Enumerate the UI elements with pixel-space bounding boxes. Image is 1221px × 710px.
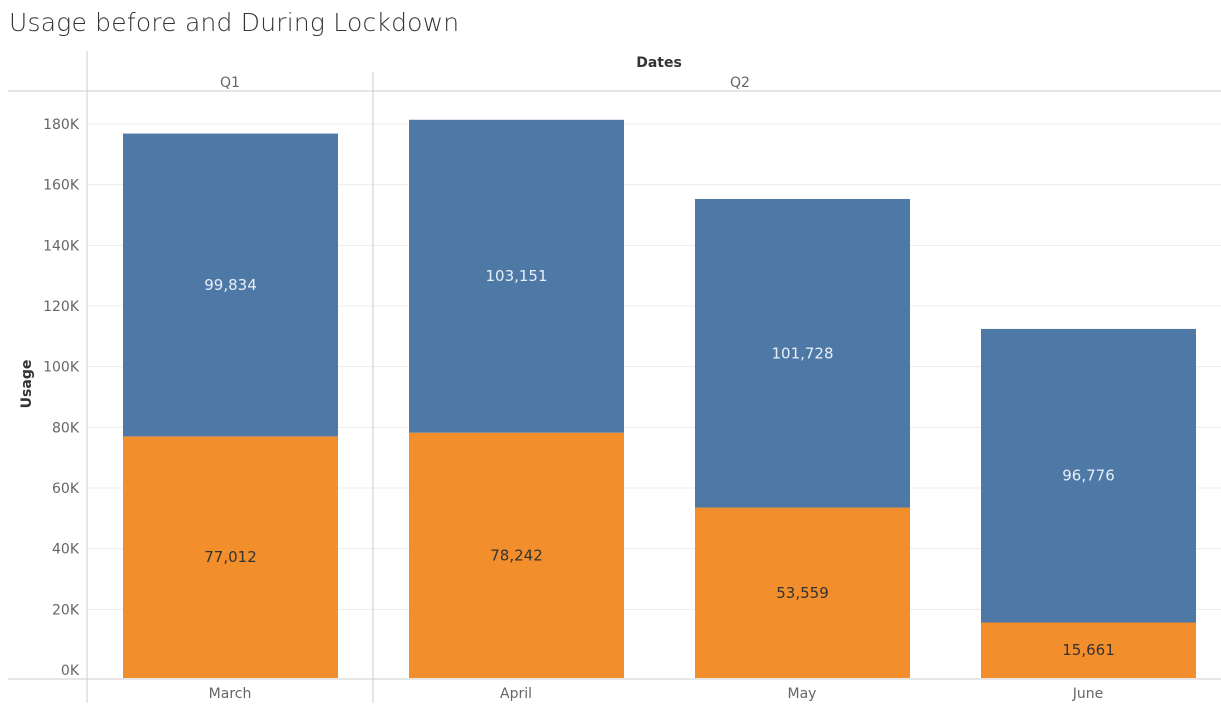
bar-segment xyxy=(981,622,1196,678)
quarter-label: Q2 xyxy=(730,75,750,91)
y-tick-label: 120K xyxy=(43,299,80,315)
chart-title: Usage before and During Lockdown xyxy=(9,8,460,37)
bar-labels: 77,012 99,834 78,242 103,151 53,559 101,728 15… xyxy=(204,267,1115,659)
bar-value-label: 78,242 xyxy=(490,546,543,564)
bar-value-label: 103,151 xyxy=(485,267,547,285)
y-axis-ticks: 0K 20K 40K 60K 80K 100K 120K 140K 160K 180K xyxy=(43,117,80,679)
x-axis-ticks: March April May June xyxy=(209,686,1104,702)
bar-segment xyxy=(409,432,624,678)
bar-segment xyxy=(123,133,338,437)
bar-segment xyxy=(123,436,338,678)
chart-frame xyxy=(8,51,1221,703)
y-tick-label: 80K xyxy=(52,420,80,436)
y-tick-label: 140K xyxy=(43,238,80,254)
y-tick-label: 180K xyxy=(43,117,80,133)
y-axis-label: Usage xyxy=(19,360,35,409)
y-tick-label: 100K xyxy=(43,360,80,376)
y-tick-label: 60K xyxy=(52,481,80,497)
bar-segment xyxy=(695,198,910,508)
quarter-headers: Q1 Q2 xyxy=(220,75,750,91)
bar-value-label: 96,776 xyxy=(1062,467,1115,485)
x-tick-label: May xyxy=(788,686,817,702)
y-tick-label: 160K xyxy=(43,178,80,194)
bar-segment xyxy=(981,328,1196,623)
bar-value-label: 77,012 xyxy=(204,548,257,566)
bar-value-label: 101,728 xyxy=(771,344,833,362)
bar-segment xyxy=(409,119,624,433)
y-tick-label: 40K xyxy=(52,542,80,558)
x-tick-label: June xyxy=(1072,686,1104,702)
x-tick-label: March xyxy=(209,686,252,702)
bar-segment xyxy=(695,507,910,678)
y-tick-label: 0K xyxy=(61,663,80,679)
bar-value-label: 53,559 xyxy=(776,584,829,602)
bars xyxy=(123,119,1196,678)
quarter-label: Q1 xyxy=(220,75,240,91)
y-tick-label: 20K xyxy=(52,602,80,618)
column-header: Dates xyxy=(636,55,682,71)
bar-value-label: 99,834 xyxy=(204,276,257,294)
x-tick-label: April xyxy=(500,686,532,702)
bar-value-label: 15,661 xyxy=(1062,641,1115,659)
